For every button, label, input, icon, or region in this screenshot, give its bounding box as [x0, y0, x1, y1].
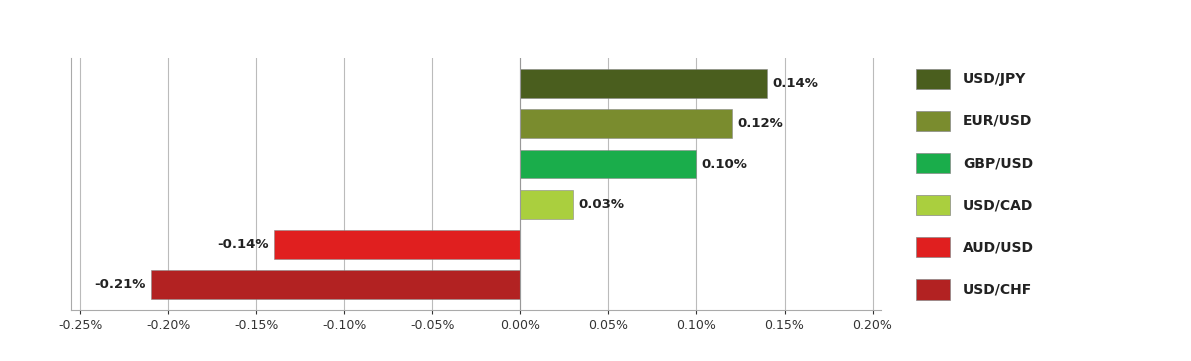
Bar [916, 69, 949, 89]
Bar [274, 230, 520, 259]
Text: 0.10%: 0.10% [701, 157, 748, 170]
Text: -0.21%: -0.21% [94, 278, 145, 291]
Bar [916, 195, 949, 215]
Bar [916, 279, 949, 300]
Bar [520, 190, 573, 219]
Bar [916, 153, 949, 173]
Text: 0.14%: 0.14% [772, 77, 818, 90]
Text: GBP/USD: GBP/USD [962, 156, 1033, 170]
Text: USD/JPY: USD/JPY [962, 72, 1027, 86]
Text: AUD/USD: AUD/USD [962, 240, 1034, 254]
Text: 0.12%: 0.12% [737, 117, 782, 130]
Bar [916, 237, 949, 257]
Text: EUR/USD: EUR/USD [962, 114, 1033, 128]
Text: 0.03%: 0.03% [579, 198, 624, 211]
Bar [916, 111, 949, 131]
Bar [520, 69, 767, 98]
Bar [520, 149, 697, 178]
Text: Benchmark Currency Rates - Daily Gainers & Losers: Benchmark Currency Rates - Daily Gainers… [311, 14, 880, 33]
Bar [151, 270, 520, 299]
Bar [520, 109, 731, 138]
Text: USD/CHF: USD/CHF [962, 282, 1033, 296]
Text: USD/CAD: USD/CAD [962, 198, 1033, 212]
Text: -0.14%: -0.14% [217, 238, 269, 251]
